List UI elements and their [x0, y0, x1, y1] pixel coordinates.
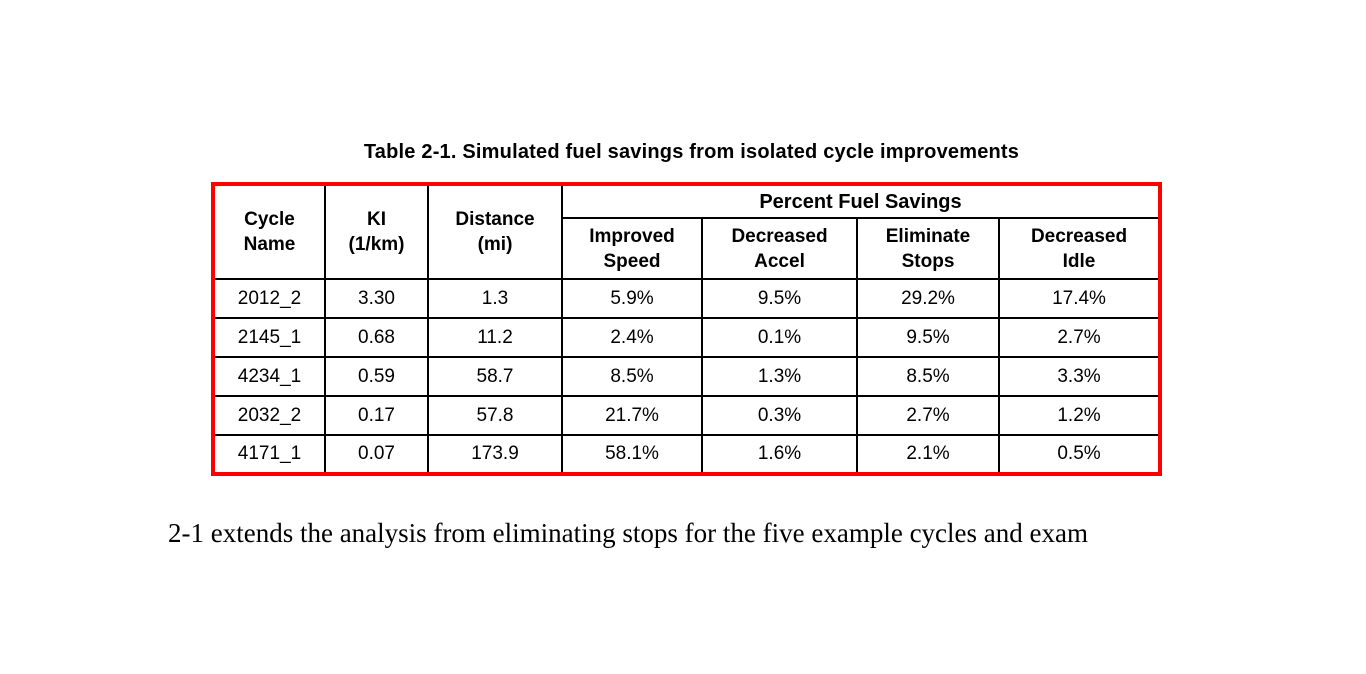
cell-cycle-name: 4234_1 — [212, 356, 326, 397]
cell-distance: 57.8 — [427, 395, 563, 436]
cell-decreased-idle: 3.3% — [998, 356, 1161, 397]
col-header-distance: Distance (mi) — [427, 183, 563, 280]
cell-distance: 173.9 — [427, 434, 563, 475]
header-sub-row: Improved Speed Decreased Accel Eliminate… — [213, 217, 1161, 280]
cell-distance: 1.3 — [427, 278, 563, 319]
col-header-decreased-idle: Decreased Idle — [998, 217, 1161, 280]
cell-cycle-name: 2012_2 — [212, 278, 326, 319]
cell-improved-speed: 58.1% — [561, 434, 703, 475]
table-caption: Table 2-1. Simulated fuel savings from i… — [363, 141, 1020, 163]
body-paragraph-text: 2-1 extends the analysis from eliminatin… — [168, 518, 1088, 548]
cell-cycle-name: 2145_1 — [212, 317, 326, 358]
cell-decreased-accel: 9.5% — [701, 278, 858, 319]
cell-ki: 0.68 — [324, 317, 429, 358]
col-group-header-percent-fuel-savings: Percent Fuel Savings — [561, 183, 1161, 219]
cell-eliminate-stops: 2.1% — [856, 434, 1000, 475]
table-row: 4234_1 0.59 58.7 8.5% 1.3% 8.5% 3.3% — [212, 356, 1161, 397]
col-header-decreased-accel: Decreased Accel — [701, 217, 858, 280]
cell-distance: 58.7 — [427, 356, 563, 397]
cell-improved-speed: 2.4% — [561, 317, 703, 358]
col-header-cycle-name: Cycle Name — [212, 183, 326, 280]
col-header-improved-speed: Improved Speed — [561, 217, 703, 280]
cell-decreased-accel: 1.3% — [701, 356, 858, 397]
cell-eliminate-stops: 8.5% — [856, 356, 1000, 397]
cell-decreased-accel: 0.1% — [701, 317, 858, 358]
cell-ki: 0.07 — [324, 434, 429, 475]
cell-improved-speed: 8.5% — [561, 356, 703, 397]
cell-decreased-idle: 2.7% — [998, 317, 1161, 358]
table-row: 2012_2 3.30 1.3 5.9% 9.5% 29.2% 17.4% — [212, 278, 1161, 319]
cell-improved-speed: 21.7% — [561, 395, 703, 436]
table-row: 4171_1 0.07 173.9 58.1% 1.6% 2.1% 0.5% — [212, 434, 1161, 475]
col-header-eliminate-stops: Eliminate Stops — [856, 217, 1000, 280]
cell-decreased-idle: 17.4% — [998, 278, 1161, 319]
cell-eliminate-stops: 2.7% — [856, 395, 1000, 436]
cell-improved-speed: 5.9% — [561, 278, 703, 319]
cell-cycle-name: 4171_1 — [212, 434, 326, 475]
cell-eliminate-stops: 29.2% — [856, 278, 1000, 319]
fuel-savings-table: Cycle Name KI (1/km) Distance (mi) Perce… — [211, 182, 1162, 476]
cell-ki: 0.17 — [324, 395, 429, 436]
cell-cycle-name: 2032_2 — [212, 395, 326, 436]
cell-decreased-idle: 1.2% — [998, 395, 1161, 436]
cell-ki: 0.59 — [324, 356, 429, 397]
cell-eliminate-stops: 9.5% — [856, 317, 1000, 358]
cell-ki: 3.30 — [324, 278, 429, 319]
cell-decreased-accel: 0.3% — [701, 395, 858, 436]
table-row: 2032_2 0.17 57.8 21.7% 0.3% 2.7% 1.2% — [212, 395, 1161, 436]
cell-decreased-idle: 0.5% — [998, 434, 1161, 475]
header-group-row: Cycle Name KI (1/km) Distance (mi) Perce… — [212, 183, 1161, 280]
table-row: 2145_1 0.68 11.2 2.4% 0.1% 9.5% 2.7% — [212, 317, 1161, 358]
cell-distance: 11.2 — [427, 317, 563, 358]
col-header-ki: KI (1/km) — [324, 183, 429, 280]
cell-decreased-accel: 1.6% — [701, 434, 858, 475]
fuel-savings-table-container: Cycle Name KI (1/km) Distance (mi) Perce… — [211, 182, 1162, 476]
